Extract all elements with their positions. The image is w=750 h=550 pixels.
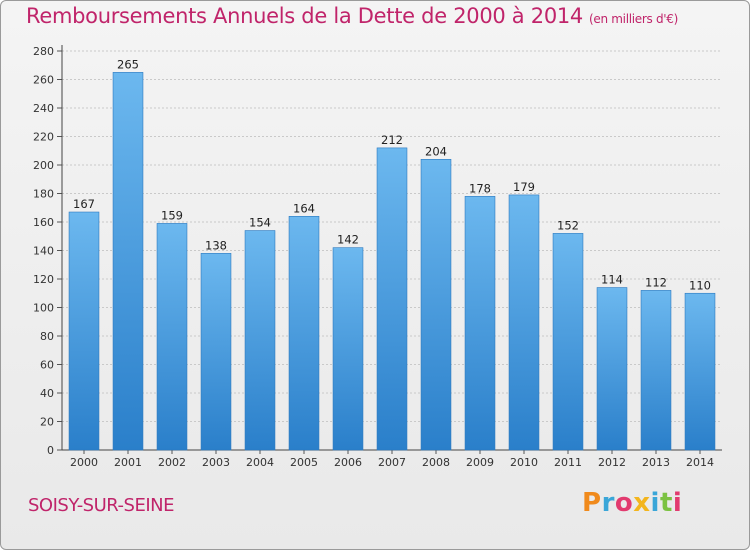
value-label-2013: 112 [645,275,667,289]
bar-2013[interactable] [640,290,672,451]
x-tick-label-2006: 2006 [334,456,362,469]
value-label-2000: 167 [73,197,95,211]
labels: 0 20 40 60 80 100 120 140 160 180 200 220 240 260 280 1… [33,45,714,469]
chart-title: Remboursements Annuels de la Dette de 20… [26,4,678,28]
proxiti-logo[interactable]: Proxiti [582,488,682,518]
value-label-2004: 154 [249,216,271,230]
bar-2010[interactable] [508,194,540,451]
y-tick-label: 260 [33,74,54,87]
value-label-2003: 138 [205,238,227,252]
logo-letter: P [582,488,602,518]
y-tick-label: 60 [40,359,54,372]
x-tick-label-2003: 2003 [202,456,230,469]
bar-2000[interactable] [68,211,100,451]
value-label-2010: 179 [513,180,535,194]
y-tick-label: 200 [33,159,54,172]
bar-2014[interactable] [684,292,716,451]
value-label-2002: 159 [161,208,183,222]
x-tick-label-2012: 2012 [598,456,626,469]
value-label-2001: 265 [117,57,139,71]
bar-2008[interactable] [420,159,452,451]
bar-2002[interactable] [156,223,188,451]
y-tick-label: 180 [33,188,54,201]
bars [68,72,716,451]
y-tick-label: 120 [33,273,54,286]
bar-2001[interactable] [112,72,144,451]
x-tick-label-2007: 2007 [378,456,406,469]
value-label-2006: 142 [337,233,359,247]
x-tick-label-2014: 2014 [686,456,714,469]
x-tick-label-2001: 2001 [114,456,142,469]
bar-2003[interactable] [200,253,232,451]
bar-2009[interactable] [464,196,496,451]
y-tick-label: 280 [33,45,54,58]
logo-letter: i [650,488,660,518]
x-tick-label-2002: 2002 [158,456,186,469]
value-label-2007: 212 [381,133,403,147]
x-tick-label-2009: 2009 [466,456,494,469]
bar-2004[interactable] [244,230,276,451]
y-tick-label: 140 [33,245,54,258]
logo-letter: r [601,488,615,518]
y-tick-label: 220 [33,131,54,144]
value-label-2014: 110 [689,278,711,292]
y-tick-label: 160 [33,216,54,229]
logo-letter: o [614,488,634,518]
value-label-2011: 152 [557,218,579,232]
y-tick-label: 240 [33,102,54,115]
value-label-2008: 204 [425,144,447,158]
y-tick-label: 0 [47,444,54,457]
city-name: SOISY-SUR-SEINE [28,495,175,516]
logo-letter: t [659,488,673,518]
bar-2012[interactable] [596,287,628,451]
x-tick-label-2005: 2005 [290,456,318,469]
value-label-2012: 114 [601,273,623,287]
bar-2011[interactable] [552,233,584,451]
y-tick-label: 100 [33,302,54,315]
x-tick-label-2013: 2013 [642,456,670,469]
x-tick-label-2008: 2008 [422,456,450,469]
bar-2006[interactable] [332,247,364,451]
chart-title-unit: (en milliers d'€) [589,12,679,26]
y-tick-label: 40 [40,387,54,400]
x-tick-label-2010: 2010 [510,456,538,469]
x-tick-label-2011: 2011 [554,456,582,469]
value-label-2005: 164 [293,201,315,215]
bar-2005[interactable] [288,216,320,451]
logo-letter: i [672,488,683,518]
x-tick-label-2000: 2000 [70,456,98,469]
x-tick-label-2004: 2004 [246,456,274,469]
y-tick-label: 20 [40,416,54,429]
logo-letter: x [633,488,651,518]
y-tick-label: 80 [40,330,54,343]
chart-title-main: Remboursements Annuels de la Dette de 20… [26,4,583,28]
value-label-2009: 178 [469,181,491,195]
bar-2007[interactable] [376,147,408,451]
